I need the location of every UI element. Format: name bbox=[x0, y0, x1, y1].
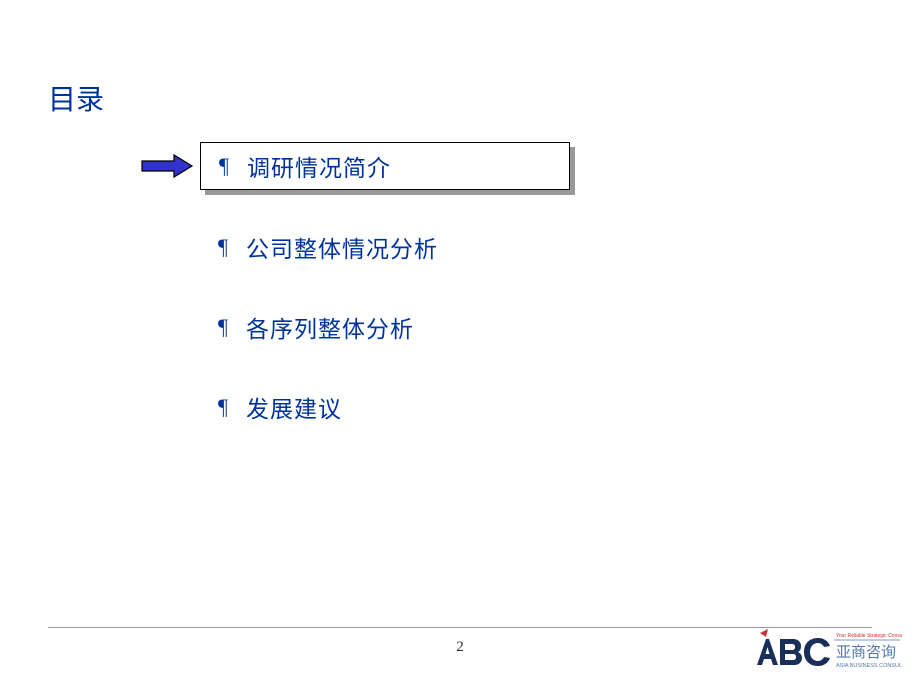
slide-title: 目录 bbox=[48, 78, 104, 118]
toc-item: ¶ 各序列整体分析 bbox=[200, 304, 570, 350]
toc-item-text: 各序列整体分析 bbox=[246, 310, 414, 344]
bullet-icon: ¶ bbox=[218, 394, 228, 420]
toc-item: ¶ 发展建议 bbox=[200, 384, 570, 430]
bullet-icon: ¶ bbox=[219, 153, 229, 179]
logo-en-text: ASIA BUSINESS CONSULTING bbox=[836, 663, 902, 669]
toc-container: ¶ 调研情况简介 ¶ 公司整体情况分析 ¶ 各序列整体分析 ¶ 发展建议 bbox=[200, 142, 570, 464]
toc-item-text: 发展建议 bbox=[246, 390, 342, 424]
toc-item-text: 调研情况简介 bbox=[247, 149, 391, 183]
page-number: 2 bbox=[456, 639, 464, 656]
bullet-icon: ¶ bbox=[218, 234, 228, 260]
bullet-icon: ¶ bbox=[218, 314, 228, 340]
toc-item-highlighted: ¶ 调研情况简介 bbox=[200, 142, 570, 190]
company-logo: Your Reliable Strategic Consultant 亚商咨询 … bbox=[752, 625, 902, 678]
arrow-indicator-icon bbox=[140, 152, 194, 185]
toc-item: ¶ 公司整体情况分析 bbox=[200, 224, 570, 270]
toc-item-text: 公司整体情况分析 bbox=[246, 230, 438, 264]
logo-tagline: Your Reliable Strategic Consultant bbox=[836, 633, 902, 639]
logo-cn-text: 亚商咨询 bbox=[836, 644, 896, 661]
footer-divider bbox=[48, 627, 872, 628]
